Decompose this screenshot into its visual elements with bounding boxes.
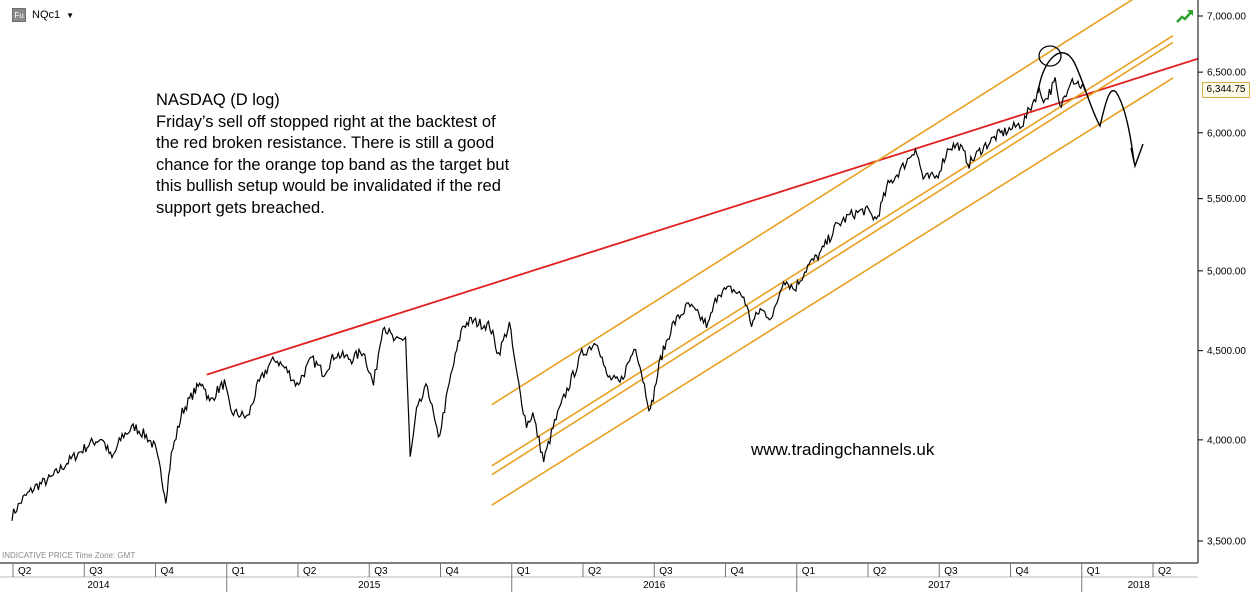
arrow-head-icon bbox=[1130, 143, 1144, 169]
quarter-tick-label: Q1 bbox=[232, 566, 246, 577]
note-line: support gets breached. bbox=[156, 198, 325, 217]
y-tick-label: 6,000.00 bbox=[1207, 128, 1246, 139]
year-tick-label: 2017 bbox=[928, 580, 951, 591]
quarter-tick-label: Q3 bbox=[89, 566, 103, 577]
forecast-path-annotation bbox=[1037, 52, 1135, 163]
y-tick-label: 6,500.00 bbox=[1207, 68, 1246, 79]
year-tick-label: 2018 bbox=[1128, 580, 1151, 591]
quarter-tick-label: Q3 bbox=[659, 566, 673, 577]
quarter-tick-label: Q3 bbox=[944, 566, 958, 577]
note-line: Friday’s sell off stopped right at the b… bbox=[156, 112, 496, 131]
watermark-url: www.tradingchannels.uk bbox=[751, 440, 935, 459]
quarter-tick-label: Q1 bbox=[802, 566, 816, 577]
year-tick-label: 2014 bbox=[87, 580, 110, 591]
instrument-type-badge[interactable]: Fu bbox=[12, 8, 26, 22]
quarter-tick-label: Q4 bbox=[731, 566, 745, 577]
orange-channel-mid-line-2 bbox=[491, 41, 1174, 476]
year-tick-label: 2015 bbox=[358, 580, 381, 591]
y-tick-label: 4,500.00 bbox=[1207, 346, 1246, 357]
red-resistance-line bbox=[206, 57, 1198, 376]
quarter-tick-label: Q2 bbox=[588, 566, 602, 577]
symbol-label[interactable]: NQc1 bbox=[32, 9, 61, 21]
price-series-line bbox=[11, 76, 1086, 521]
note-line: NASDAQ (D log) bbox=[156, 91, 280, 109]
quarter-tick-label: Q2 bbox=[18, 566, 32, 577]
chart-header: Fu NQc1 ▼ bbox=[12, 8, 74, 22]
annotation-note: NASDAQ (D log) Friday’s sell off stopped… bbox=[156, 90, 576, 219]
note-line: chance for the orange top band as the ta… bbox=[156, 155, 510, 174]
quarter-tick-label: Q4 bbox=[161, 566, 175, 577]
orange-channel-mid-line-1 bbox=[491, 35, 1174, 467]
quarter-tick-label: Q3 bbox=[374, 566, 388, 577]
note-line: this bullish setup would be invalidated … bbox=[156, 177, 501, 195]
chevron-down-icon[interactable]: ▼ bbox=[66, 10, 75, 20]
quarter-tick-label: Q4 bbox=[1016, 566, 1030, 577]
year-tick-label: 2016 bbox=[643, 580, 666, 591]
y-tick-label: 4,000.00 bbox=[1207, 435, 1246, 446]
quarter-tick-label: Q2 bbox=[303, 566, 317, 577]
target-circle-annotation bbox=[1038, 45, 1062, 67]
quarter-tick-label: Q1 bbox=[517, 566, 531, 577]
last-price-tag: 6,344.75 bbox=[1202, 82, 1250, 98]
quarter-tick-label: Q2 bbox=[873, 566, 887, 577]
y-tick-label: 5,000.00 bbox=[1207, 266, 1246, 277]
trend-up-icon[interactable] bbox=[1176, 8, 1194, 24]
orange-channel-bottom-line bbox=[491, 77, 1174, 506]
note-line: the red broken resistance. There is stil… bbox=[156, 134, 495, 152]
y-tick-label: 5,500.00 bbox=[1207, 194, 1246, 205]
quarter-tick-label: Q2 bbox=[1158, 566, 1172, 577]
indicative-price-footnote: INDICATIVE PRICE Time Zone: GMT bbox=[2, 551, 136, 560]
quarter-tick-label: Q1 bbox=[1087, 566, 1101, 577]
y-tick-label: 3,500.00 bbox=[1207, 537, 1246, 548]
quarter-tick-label: Q4 bbox=[446, 566, 460, 577]
y-tick-label: 7,000.00 bbox=[1207, 12, 1246, 23]
orange-channel-top-line bbox=[491, 0, 1134, 406]
